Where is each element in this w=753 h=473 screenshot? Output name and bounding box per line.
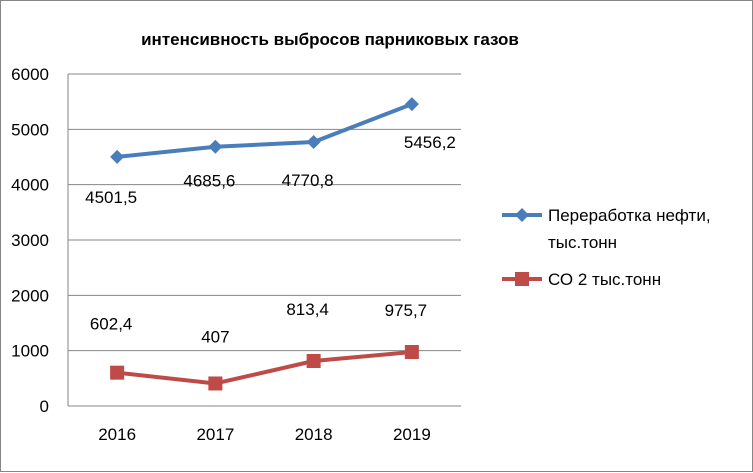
legend-label: СО 2 тыс.тонн xyxy=(548,270,661,289)
legend-label: Переработка нефти, xyxy=(548,206,711,225)
data-label: 813,4 xyxy=(286,300,329,319)
series-line xyxy=(116,102,413,159)
y-tick-label: 4000 xyxy=(11,176,49,195)
legend-entry-2: СО 2 тыс.тонн xyxy=(502,270,661,289)
series-line xyxy=(116,350,413,386)
x-axis: 2016 2017 2018 2019 xyxy=(68,405,461,444)
data-label: 4501,5 xyxy=(85,188,137,207)
data-label: 407 xyxy=(201,327,229,346)
data-point xyxy=(404,97,419,112)
x-tick-label: 2018 xyxy=(295,425,333,444)
series-1 xyxy=(110,97,419,164)
data-label: 602,4 xyxy=(90,315,133,334)
y-tick-label: 6000 xyxy=(11,65,49,84)
data-label: 4685,6 xyxy=(183,172,235,191)
legend-entry-1: Переработка нефти, тыс.тонн xyxy=(502,206,711,252)
data-point xyxy=(110,149,125,164)
data-point xyxy=(306,135,321,150)
legend-marker xyxy=(515,208,529,222)
x-tick-label: 2019 xyxy=(393,425,431,444)
series-layer xyxy=(110,97,419,391)
series-2 xyxy=(110,345,419,391)
y-tick-label: 2000 xyxy=(11,286,49,305)
y-tick-label: 1000 xyxy=(11,342,49,361)
legend: Переработка нефти, тыс.тонн СО 2 тыс.тонн xyxy=(502,206,711,289)
grid xyxy=(68,73,461,352)
data-label: 975,7 xyxy=(385,301,428,320)
x-tick-label: 2017 xyxy=(196,425,234,444)
data-label: 4770,8 xyxy=(282,171,334,190)
data-label: 5456,2 xyxy=(404,133,456,152)
data-point xyxy=(208,139,223,154)
data-labels: 4501,5 4685,6 4770,8 5456,2 602,4 407 813,4 975… xyxy=(85,133,456,346)
data-point xyxy=(208,376,223,391)
data-point xyxy=(110,365,125,380)
x-tick-label: 2016 xyxy=(98,425,136,444)
y-tick-label: 0 xyxy=(40,397,49,416)
legend-label: тыс.тонн xyxy=(548,233,617,252)
y-axis: 0 1000 2000 3000 4000 5000 6000 xyxy=(11,65,69,416)
data-point xyxy=(404,345,419,360)
legend-marker xyxy=(515,272,529,286)
y-tick-label: 3000 xyxy=(11,231,49,250)
chart-title: интенсивность выбросов парниковых газов xyxy=(141,30,519,49)
data-point xyxy=(306,353,321,368)
y-tick-label: 5000 xyxy=(11,120,49,139)
